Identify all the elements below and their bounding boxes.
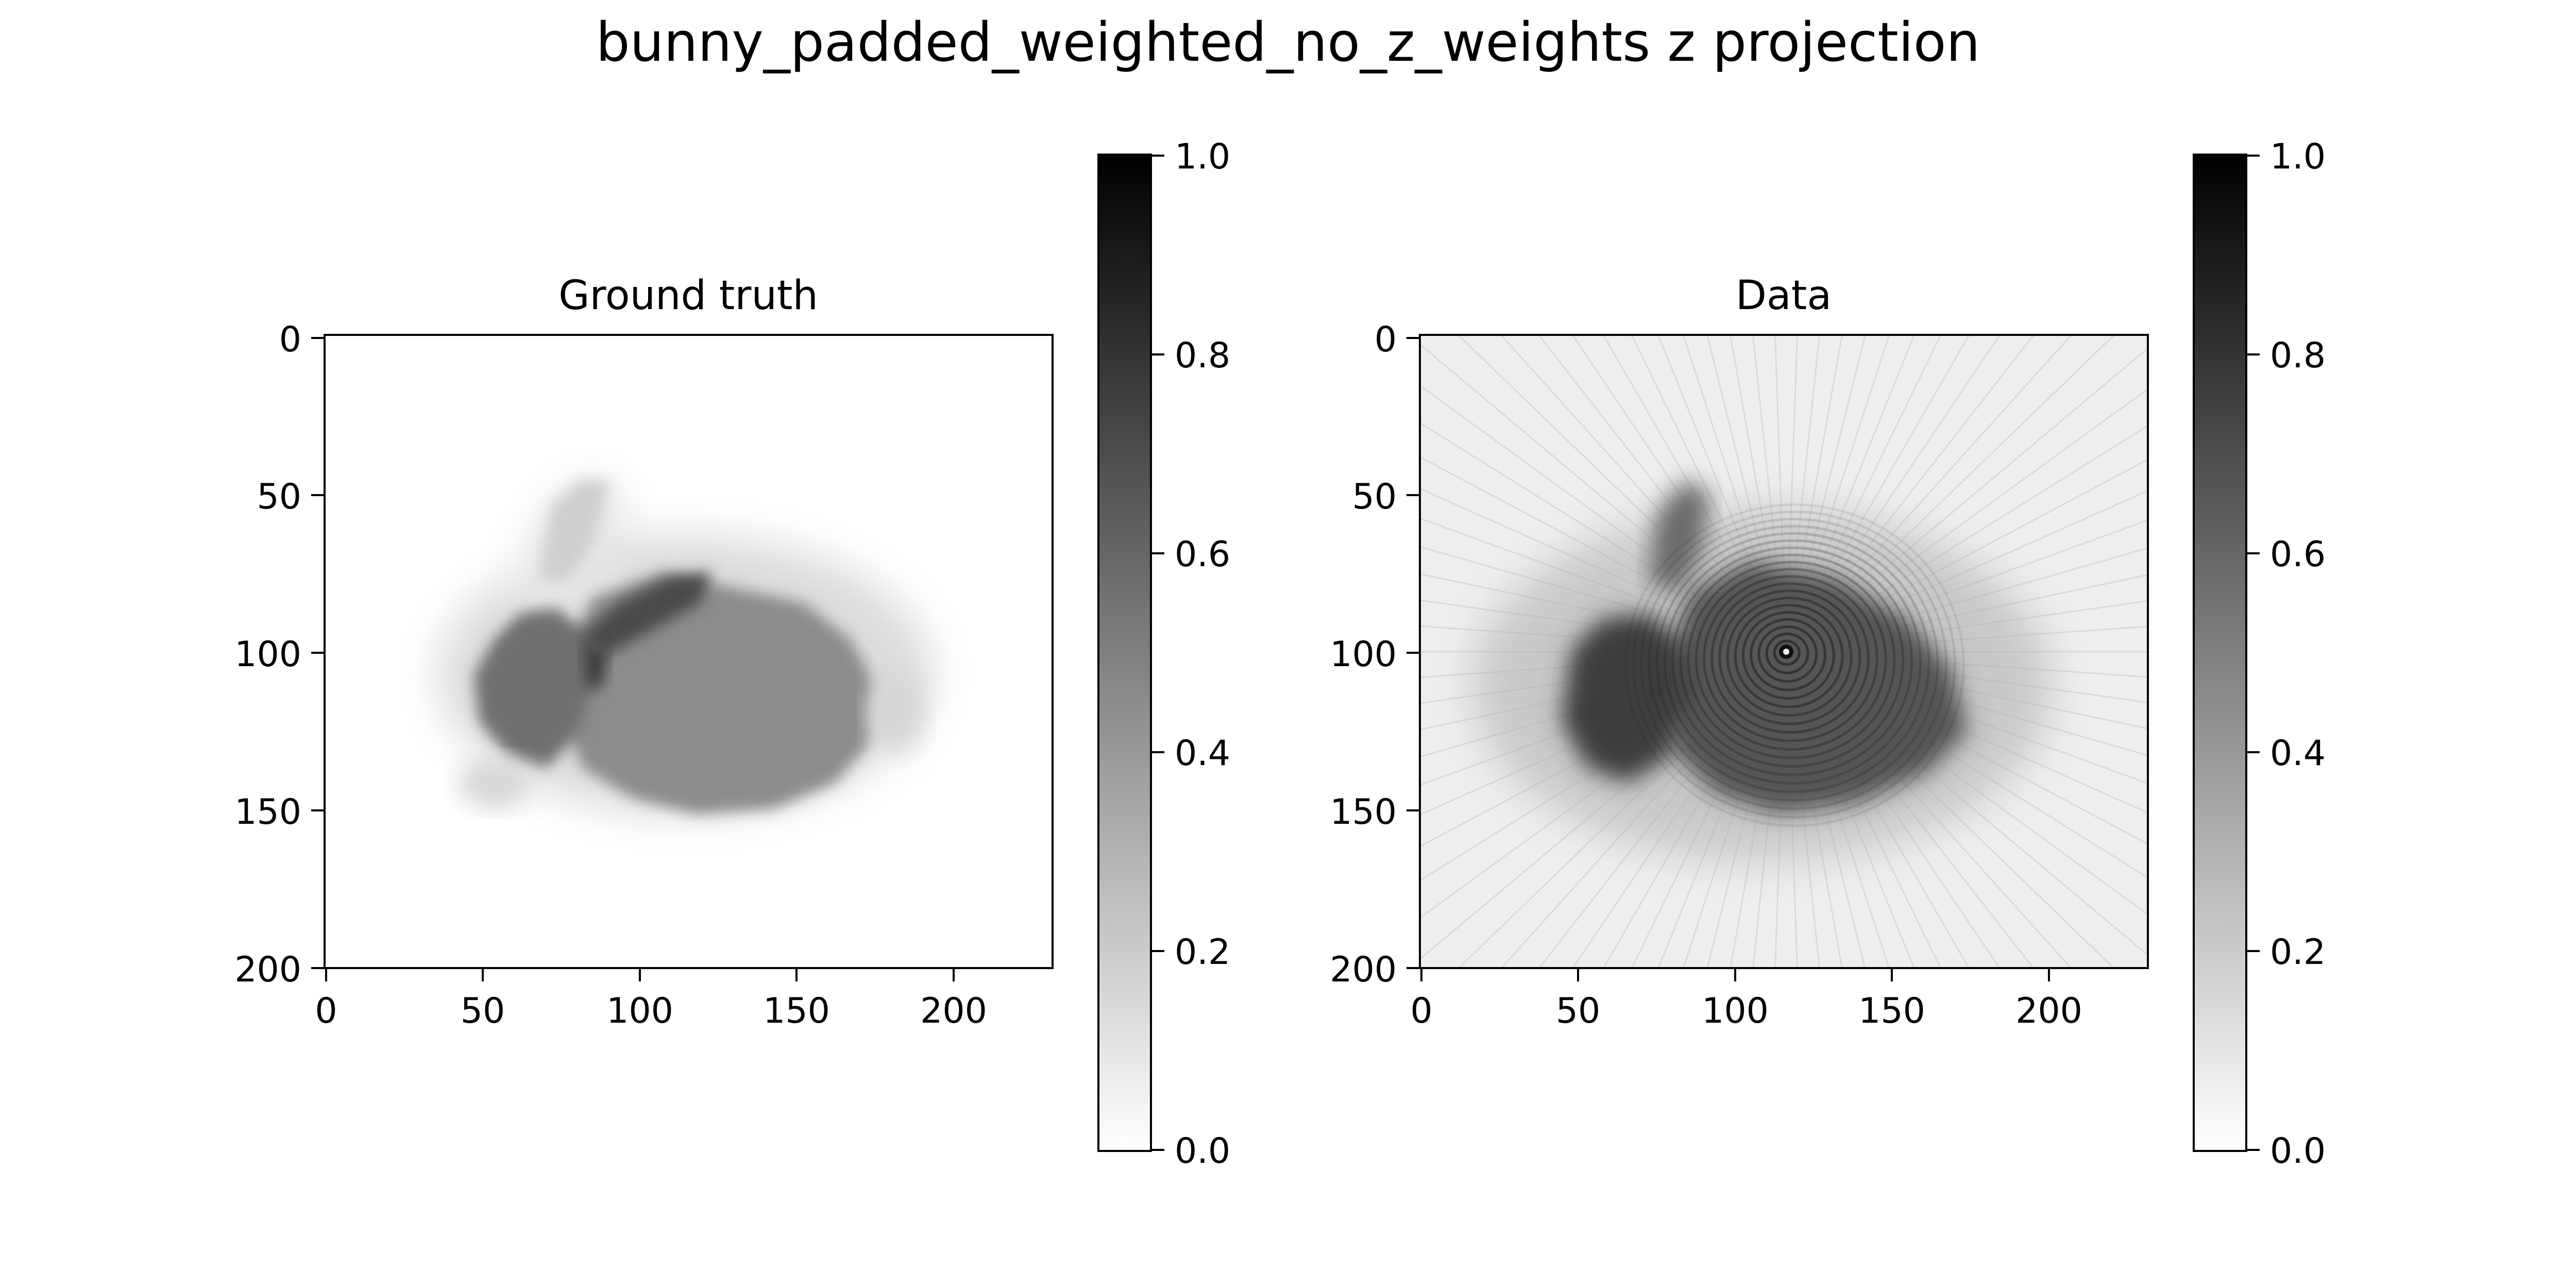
ground-truth-y-tick: 150 — [234, 792, 301, 833]
ground-truth-x-tick: 100 — [606, 991, 673, 1031]
data-x-tick: 0 — [1410, 991, 1432, 1031]
data-title: Data — [1736, 273, 1832, 319]
ground-truth-x-tick: 200 — [920, 991, 987, 1031]
ground-truth-panel: Ground truth — [234, 137, 1230, 1172]
ground-truth-x-axis: 0 50 100 150 200 — [315, 968, 987, 1031]
ring-artifact — [1679, 553, 1905, 768]
ring-artifact — [1694, 568, 1887, 751]
ground-truth-x-tick: 50 — [461, 991, 505, 1031]
ring-artifact — [1648, 524, 1939, 802]
data-y-tick: 100 — [1330, 634, 1397, 675]
ground-truth-y-axis: 0 50 100 150 200 — [234, 319, 325, 990]
ground-truth-y-tick: 100 — [234, 634, 301, 675]
ground-truth-y-tick: 0 — [279, 319, 301, 360]
ring-artifact — [1718, 589, 1861, 725]
ring-artifact — [1710, 582, 1870, 734]
ground-truth-image — [325, 335, 1053, 968]
data-x-tick: 200 — [2015, 991, 2082, 1031]
colorbar-tick: 0.0 — [2270, 1131, 2326, 1172]
ring-artifact — [1773, 639, 1801, 666]
data-frame — [1419, 334, 2149, 969]
ring-artifact — [1663, 539, 1922, 785]
ground-truth-x-tick: 0 — [315, 991, 337, 1031]
ground-truth-frame — [324, 334, 1054, 969]
ring-artifact — [1702, 575, 1878, 742]
data-y-tick: 0 — [1375, 319, 1397, 360]
data-panel: Data 0 50 100 — [1330, 137, 2326, 1172]
data-x-axis: 0 50 100 150 200 — [1410, 968, 2082, 1031]
colorbar-tick: 0.4 — [1175, 733, 1230, 774]
data-y-tick: 200 — [1330, 950, 1397, 990]
data-colorbar: 0.0 0.2 0.4 0.6 0.8 1.0 — [2193, 137, 2326, 1172]
ring-artifact — [1757, 625, 1818, 683]
ring-artifact — [1750, 618, 1827, 691]
data-x-tick: 50 — [1556, 991, 1601, 1031]
colorbar-tick: 1.0 — [2270, 137, 2326, 177]
ring-artifact — [1640, 517, 1948, 810]
ground-truth-y-tick: 200 — [234, 950, 301, 990]
ring-artifact — [1765, 632, 1809, 674]
data-y-tick: 50 — [1352, 477, 1397, 517]
data-x-tick: 100 — [1702, 991, 1769, 1031]
ring-artifact — [1624, 503, 1965, 827]
ring-artifact — [1734, 604, 1844, 708]
ground-truth-title: Ground truth — [558, 273, 818, 319]
ring-artifact — [1726, 597, 1853, 717]
ring-artifact — [1655, 532, 1930, 793]
colorbar-tick: 0.2 — [1175, 932, 1230, 973]
data-y-axis: 0 50 100 150 200 — [1330, 319, 1420, 990]
data-x-tick: 150 — [1858, 991, 1925, 1031]
ring-artifacts — [1624, 503, 1965, 827]
figure-title: bunny_padded_weighted_no_z_weights z pro… — [596, 11, 1980, 74]
colorbar-tick: 0.0 — [1175, 1131, 1230, 1172]
ground-truth-colorbar: 0.0 0.2 0.4 0.6 0.8 1.0 — [1097, 137, 1230, 1172]
data-image — [1420, 335, 2148, 968]
ground-truth-y-tick: 50 — [257, 477, 301, 517]
ring-artifact — [1671, 546, 1913, 776]
colorbar-tick: 0.6 — [1175, 534, 1230, 575]
ring-artifact — [1741, 611, 1835, 700]
ring-artifact — [1687, 561, 1896, 759]
ring-artifact — [1632, 511, 1957, 819]
colorbar-tick: 1.0 — [1175, 137, 1230, 177]
colorbar-tick: 0.8 — [2270, 335, 2326, 376]
ground-truth-x-tick: 150 — [763, 991, 830, 1031]
data-y-tick: 150 — [1330, 792, 1397, 833]
colorbar-tick: 0.8 — [1175, 335, 1230, 376]
colorbar-tick: 0.6 — [2270, 534, 2326, 575]
colorbar-tick: 0.4 — [2270, 733, 2326, 774]
colorbar-tick: 0.2 — [2270, 932, 2326, 973]
